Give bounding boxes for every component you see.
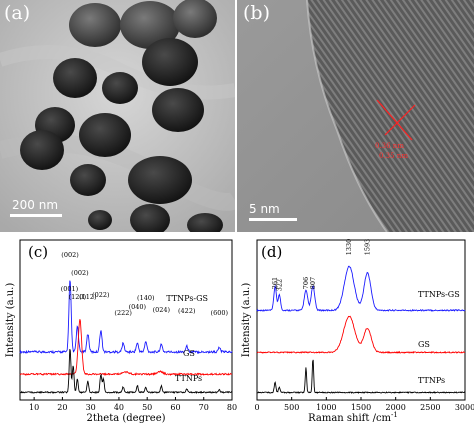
- peak-label-c-5: (022): [92, 291, 110, 299]
- x-tick-label-c-3: 40: [114, 403, 124, 412]
- peak-label-c-4: (112): [79, 293, 97, 301]
- y-axis-label-d: Intensity (a.u.): [241, 283, 252, 358]
- series-label-ttnps-gs-c: TTNPs-GS: [166, 294, 208, 303]
- series-label-ttnps-gs-d: TTNPs-GS: [418, 290, 460, 299]
- tem-image-panel-a: (a) 200 nm: [0, 0, 235, 232]
- scale-bar-b: [249, 218, 297, 221]
- x-tick-label-c-4: 50: [142, 403, 152, 412]
- scale-label-b: 5 nm: [249, 202, 280, 216]
- series-line-c-0: [19, 280, 233, 355]
- series-label-ttnps-d: TTNPs: [418, 376, 445, 385]
- peak-label-d-4: 1330: [345, 239, 353, 256]
- x-tick-label-d-0: 0: [254, 403, 259, 412]
- x-tick-label-d-1: 500: [284, 403, 299, 412]
- lattice-spacing-label-1: 0.36 nm: [375, 142, 404, 150]
- x-tick-label-c-1: 20: [57, 403, 67, 412]
- raman-chart: (d) Intensity (a.u.) Raman shift /cm-1 0…: [241, 239, 474, 424]
- hrtem-image-b: 0.36 nm 0.35 nm: [237, 0, 474, 232]
- xrd-chart-panel-c: (c) Intensity (a.u.) 2theta (degree) 10 2…: [0, 235, 237, 424]
- peak-label-d-3: 807: [309, 277, 317, 289]
- peak-label-c-3: (120): [69, 293, 87, 301]
- x-axis-label-d-sup: -1: [391, 411, 398, 419]
- lattice-annotation: [376, 99, 416, 141]
- x-tick-label-c-5: 60: [170, 403, 180, 412]
- peak-label-d-0: 261: [271, 277, 279, 289]
- panel-label-a: (a): [4, 2, 31, 24]
- x-tick-label-d-4: 2000: [385, 403, 405, 412]
- tem-image-a: [0, 0, 235, 232]
- x-axis-label-d: Raman shift /cm-1: [308, 411, 398, 424]
- x-axis-label-d-main: Raman shift /cm: [308, 413, 391, 424]
- series-line-d-1: [256, 315, 466, 354]
- panel-label-b: (b): [243, 2, 270, 24]
- peak-label-c-10: (422): [178, 307, 196, 315]
- x-tick-label-c-0: 10: [29, 403, 39, 412]
- peak-label-d-1: 322: [275, 279, 283, 291]
- peak-label-c-1: (002): [71, 269, 89, 277]
- x-tick-label-c-2: 30: [86, 403, 96, 412]
- raman-chart-panel-d: (d) Intensity (a.u.) Raman shift /cm-1 0…: [237, 235, 474, 424]
- x-tick-label-d-6: 3000: [455, 403, 474, 412]
- x-tick-label-c-7: 80: [227, 403, 237, 412]
- series-line-c-2: [19, 348, 233, 395]
- x-tick-label-d-3: 1500: [351, 403, 371, 412]
- lattice-spacing-label-2: 0.35 nm: [379, 152, 408, 160]
- peak-label-c-0: (002): [61, 251, 79, 259]
- nanoparticles: [20, 0, 223, 232]
- plot-frame-c: [19, 239, 233, 401]
- series-label-gs-c: GS: [183, 349, 195, 358]
- peak-label-d-5: 1593: [363, 239, 371, 256]
- y-axis-label-c: Intensity (a.u.): [5, 283, 16, 358]
- peak-label-d-2: 706: [302, 277, 310, 289]
- series-line-c-1: [19, 319, 233, 377]
- x-axis-label-c: 2theta (degree): [86, 413, 165, 424]
- xrd-chart: (c) Intensity (a.u.) 2theta (degree) 10 2…: [5, 239, 237, 424]
- scale-bar-a: [10, 214, 62, 217]
- hrtem-image-panel-b: 0.36 nm 0.35 nm (b) 5 nm: [237, 0, 474, 232]
- series-label-gs-d: GS: [418, 340, 430, 349]
- series-line-d-0: [256, 265, 466, 312]
- x-tick-label-d-5: 2500: [420, 403, 440, 412]
- x-tick-label-d-2: 1000: [316, 403, 336, 412]
- peak-label-c-8: (140): [137, 294, 155, 302]
- scale-label-a: 200 nm: [12, 198, 59, 212]
- peak-label-c-9: (024): [153, 306, 171, 314]
- x-tick-label-c-6: 70: [199, 403, 209, 412]
- series-line-d-2: [256, 359, 466, 394]
- peak-label-c-7: (040): [129, 303, 147, 311]
- panel-label-d: (d): [261, 243, 282, 261]
- peak-label-c-6: (222): [114, 309, 132, 317]
- peak-label-c-2: (001): [61, 285, 79, 293]
- panel-label-c: (c): [28, 243, 48, 261]
- peak-label-c-11: (600): [211, 309, 229, 317]
- series-label-ttnps-c: TTNPs: [175, 374, 202, 383]
